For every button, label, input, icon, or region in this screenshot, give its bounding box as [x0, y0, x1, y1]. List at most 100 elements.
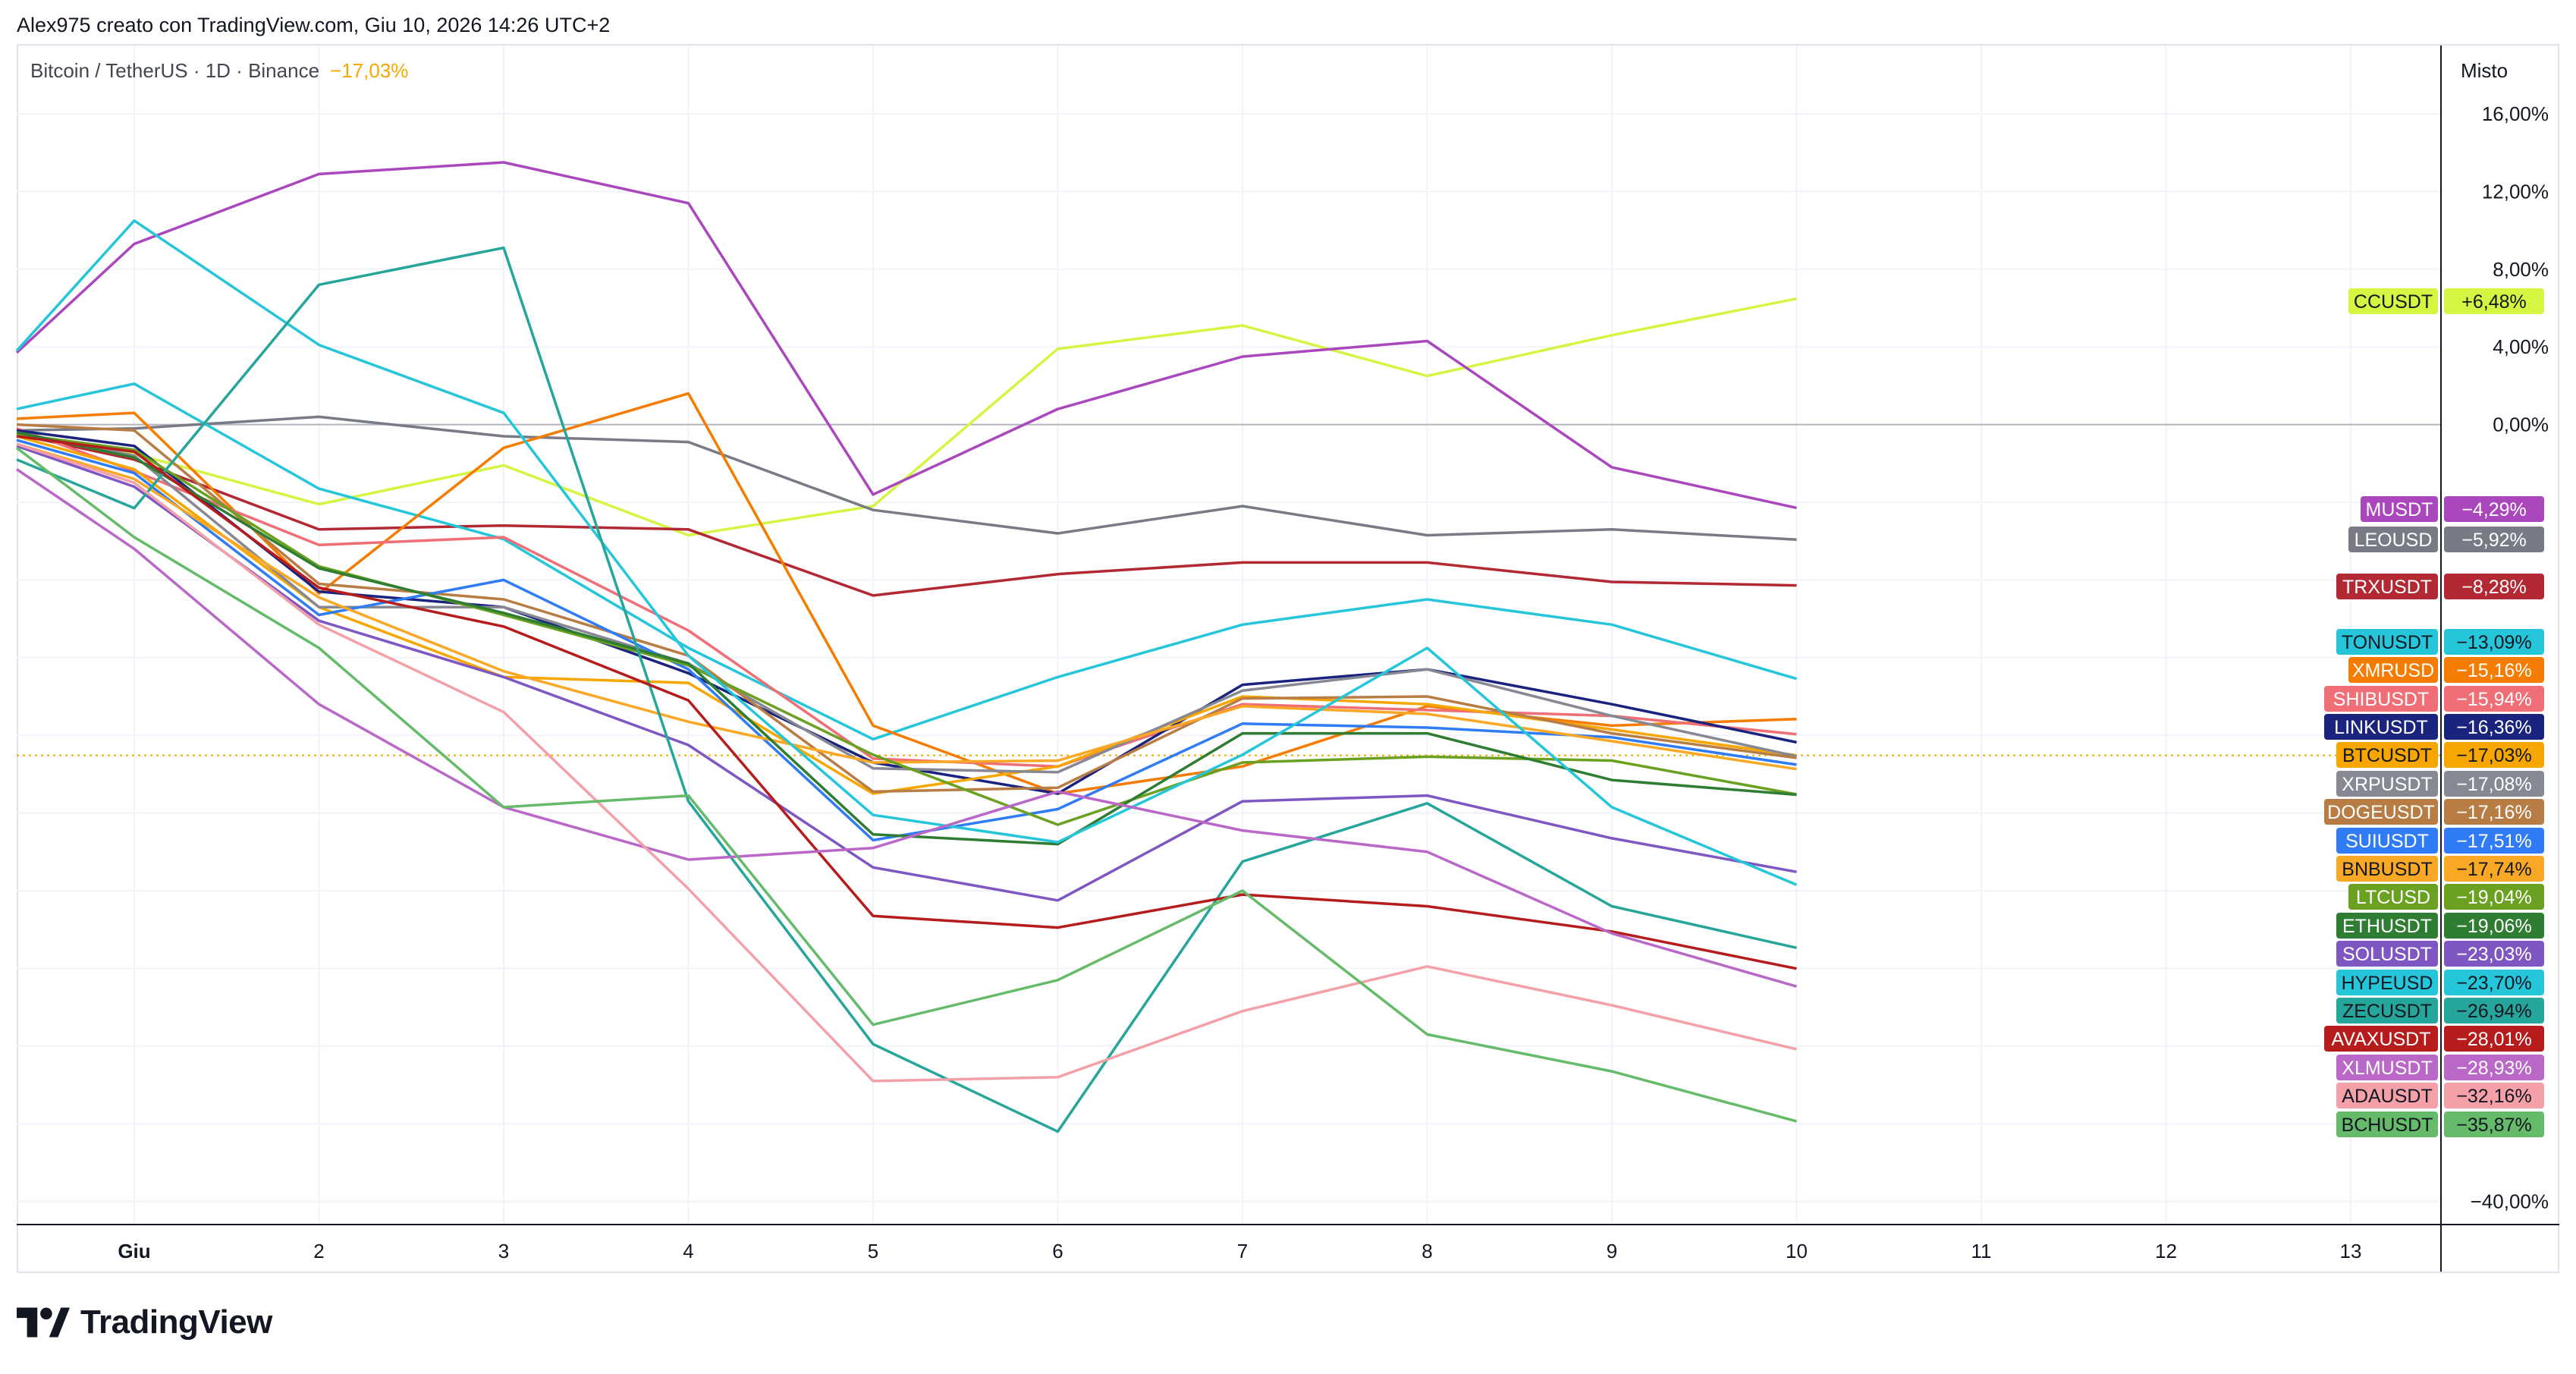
series-value-text: −32,16% — [2456, 1086, 2531, 1107]
x-tick-label: 13 — [2340, 1240, 2362, 1262]
series-name-badge — [2336, 742, 2438, 768]
series-value-text: −17,74% — [2456, 859, 2531, 880]
series-name-text: SOLUSDT — [2342, 944, 2432, 965]
series-name-badge — [2348, 527, 2438, 552]
series-name-badge — [2336, 1083, 2438, 1108]
series-value-badge — [2444, 1026, 2544, 1052]
price-label-xlmusdt: XLMUSDT −28,93% — [2336, 1055, 2544, 1080]
series-value-text: −17,16% — [2456, 802, 2531, 823]
price-label-bnbusdt: BNBUSDT −17,74% — [2336, 856, 2544, 882]
series-name-text: TRXUSDT — [2342, 577, 2432, 598]
series-value-badge — [2444, 828, 2544, 854]
series-value-badge — [2444, 1111, 2544, 1137]
x-tick-label: 4 — [683, 1240, 693, 1262]
series-value-badge — [2444, 574, 2544, 599]
series-name-badge — [2336, 913, 2438, 939]
x-tick-label: 6 — [1052, 1240, 1063, 1262]
series-line-avaxusdt — [16, 435, 1797, 970]
series-name-badge — [2336, 941, 2438, 967]
series-value-text: −28,01% — [2456, 1029, 2531, 1050]
series-name-text: XLMUSDT — [2342, 1058, 2432, 1079]
series-name-badge — [2361, 496, 2438, 522]
series-name-text: AVAXUSDT — [2331, 1029, 2430, 1050]
x-tick-label: 8 — [1422, 1240, 1432, 1262]
price-label-adausdt: ADAUSDT −32,16% — [2336, 1083, 2544, 1108]
series-value-text: −15,16% — [2456, 660, 2531, 681]
series-value-badge — [2444, 856, 2544, 882]
series-value-badge — [2444, 1055, 2544, 1080]
series-line-btcusdt — [16, 435, 1797, 795]
series-value-badge — [2444, 288, 2544, 314]
series-line-trxusdt — [16, 432, 1797, 597]
scale-mode-button[interactable]: Misto — [2461, 59, 2508, 82]
y-tick-label: 0,00% — [2493, 413, 2549, 436]
series-value-text: −26,94% — [2456, 1001, 2531, 1022]
series-name-badge — [2336, 1055, 2438, 1080]
series-name-text: LTCUSD — [2356, 887, 2430, 908]
series-name-text: BNBUSDT — [2342, 859, 2432, 880]
series-name-text: TONUSDT — [2342, 632, 2433, 653]
series-name-badge — [2324, 799, 2438, 825]
series-line-suiusdt — [16, 439, 1797, 842]
x-tick-label: 5 — [868, 1240, 878, 1262]
x-tick-label: 10 — [1786, 1240, 1808, 1262]
series-value-text: −19,06% — [2456, 916, 2531, 937]
series-name-text: CCUSDT — [2354, 291, 2433, 313]
series-line-zecusdt — [16, 246, 1797, 1133]
y-tick-label: 16,00% — [2482, 102, 2549, 125]
series-name-badge — [2336, 574, 2438, 599]
series-value-text: −23,70% — [2456, 973, 2531, 994]
y-tick-label: 4,00% — [2493, 335, 2549, 358]
price-label-zecusdt: ZECUSDT −26,94% — [2336, 998, 2544, 1023]
price-label-xmrusd: XMRUSD −15,16% — [2348, 657, 2544, 683]
price-label-musdt: MUSDT −4,29% — [2361, 496, 2544, 522]
series-name-badge — [2336, 828, 2438, 854]
series-line-xlmusdt — [16, 468, 1797, 988]
creator-line: Alex975 creato con TradingView.com, Giu … — [17, 14, 611, 36]
symbol-name: Bitcoin / TetherUS · 1D · Binance — [30, 59, 320, 82]
series-value-text: −28,93% — [2456, 1058, 2531, 1079]
series-name-badge — [2324, 714, 2438, 740]
series-value-text: −17,03% — [2456, 745, 2531, 766]
series-name-badge — [2336, 970, 2438, 995]
series-name-badge — [2348, 884, 2438, 910]
series-name-badge — [2324, 686, 2438, 712]
chart-frame — [17, 44, 2559, 1273]
series-value-text: −16,36% — [2456, 717, 2531, 738]
series-name-text: XRPUSDT — [2342, 774, 2432, 795]
series-name-text: MUSDT — [2366, 499, 2433, 520]
series-line-adausdt — [16, 442, 1797, 1083]
series-name-text: ETHUSDT — [2342, 916, 2432, 937]
price-label-tonusdt: TONUSDT −13,09% — [2336, 629, 2544, 655]
series-name-text: LINKUSDT — [2334, 717, 2428, 738]
series-name-badge — [2348, 657, 2438, 683]
y-tick-label: −40,00% — [2471, 1190, 2549, 1213]
symbol-legend[interactable]: Bitcoin / TetherUS · 1D · Binance −17,03% — [30, 59, 408, 83]
price-label-avaxusdt: AVAXUSDT −28,01% — [2324, 1026, 2544, 1052]
series-line-xrpusdt — [16, 431, 1797, 774]
series-value-text: −23,03% — [2456, 944, 2531, 965]
series-value-badge — [2444, 742, 2544, 768]
series-line-bchusdt — [15, 446, 1797, 1123]
x-tick-label: 3 — [498, 1240, 509, 1262]
price-label-bchusdt: BCHUSDT −35,87% — [2336, 1111, 2544, 1137]
series-line-bnbusdt — [16, 442, 1797, 771]
series-value-badge — [2444, 496, 2544, 522]
series-value-text: +6,48% — [2461, 291, 2527, 313]
price-label-trxusdt: TRXUSDT −8,28% — [2336, 574, 2544, 599]
series-value-text: −13,09% — [2456, 632, 2531, 653]
series-name-badge — [2336, 629, 2438, 655]
series-line-ethusdt — [16, 431, 1797, 846]
tradingview-logo[interactable]: TradingView — [17, 1303, 272, 1341]
price-label-solusdt: SOLUSDT −23,03% — [2336, 941, 2544, 967]
series-value-badge — [2444, 998, 2544, 1023]
series-line-musdt — [15, 161, 1797, 510]
y-tick-label: 8,00% — [2493, 258, 2549, 281]
price-label-suiusdt: SUIUSDT −17,51% — [2336, 828, 2544, 854]
price-label-hypeusd: HYPEUSD −23,70% — [2336, 970, 2544, 995]
price-label-ccusdt: CCUSDT +6,48% — [2348, 288, 2544, 314]
series-value-badge — [2444, 686, 2544, 712]
series-value-badge — [2444, 1083, 2544, 1108]
series-name-badge — [2336, 998, 2438, 1023]
